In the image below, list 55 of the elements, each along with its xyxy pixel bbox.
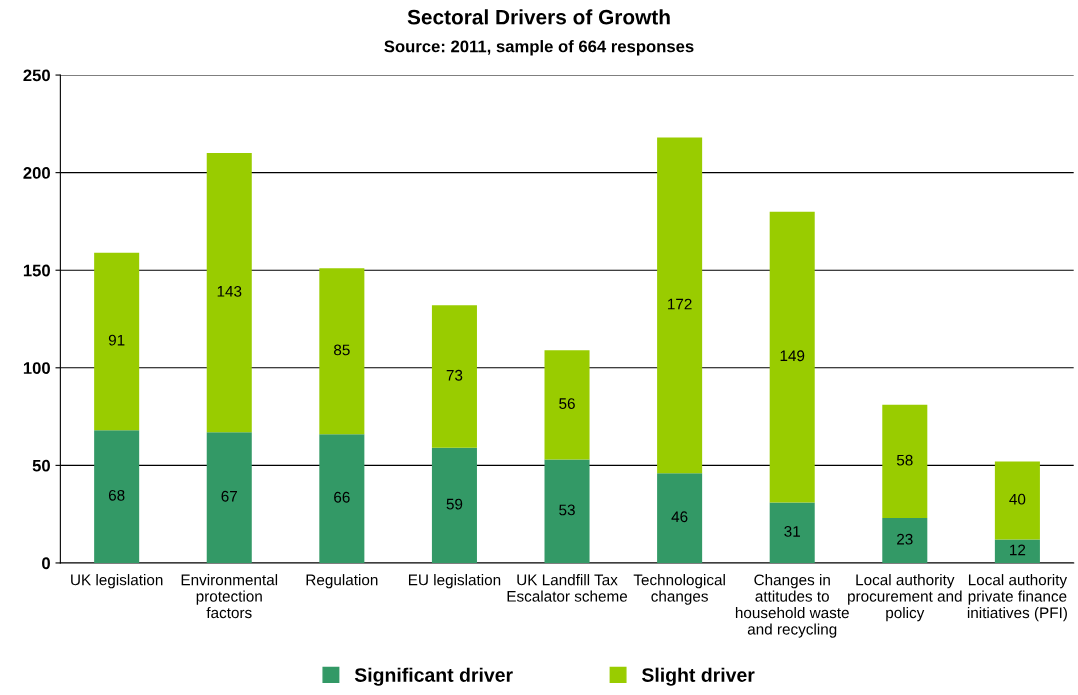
data-label: 59 [446, 498, 463, 510]
bar [657, 137, 703, 474]
x-tick-label: EU legislation [408, 574, 501, 589]
data-label: 67 [221, 490, 237, 502]
x-tick-label: Local authority procurement and policy [848, 574, 962, 622]
bar [319, 434, 365, 563]
y-tick-label: 100 [23, 362, 50, 374]
bar [319, 268, 365, 435]
bar [544, 350, 590, 460]
data-label: 40 [1009, 493, 1026, 505]
bar [544, 459, 590, 563]
data-label: 91 [108, 334, 125, 346]
bar [882, 518, 928, 563]
bar [431, 305, 477, 448]
x-tick-label: Changes in attitudes to household waste and recycling [735, 574, 849, 638]
x-tick-label: Local authority private finance initiatives (PFI) [967, 574, 1068, 622]
y-tick-label: 150 [23, 264, 50, 277]
data-label: 23 [897, 533, 913, 545]
legend-label: Slight driver [641, 667, 755, 686]
y-tick-label: 250 [23, 69, 50, 82]
data-label: 46 [671, 511, 688, 523]
data-label: 58 [896, 454, 913, 466]
chart-subtitle: Source: 2011, sample of 664 responses [384, 40, 694, 56]
data-label: 85 [334, 344, 350, 356]
bar [206, 153, 252, 433]
y-tick-label: 50 [32, 459, 50, 472]
data-label: 149 [780, 350, 805, 362]
bar [769, 211, 815, 503]
bar [769, 502, 815, 563]
x-tick-label: UK Landfill Tax Escalator scheme [507, 574, 628, 602]
data-label: 66 [334, 491, 350, 503]
bar [206, 432, 252, 563]
data-label: 56 [559, 398, 575, 409]
data-label: 172 [668, 298, 692, 310]
data-label: 31 [784, 525, 800, 537]
data-label: 68 [108, 489, 125, 501]
y-tick-label: 200 [23, 167, 50, 179]
bar [657, 473, 703, 563]
bar [994, 461, 1040, 540]
bar [94, 252, 140, 431]
x-tick-label: Technological changes [633, 574, 725, 605]
bar [94, 430, 140, 563]
x-tick-label: Environmental protection factors [181, 574, 278, 619]
bar [882, 404, 928, 519]
y-tick-label: 0 [42, 557, 50, 570]
bar [431, 447, 477, 563]
bar [994, 539, 1040, 563]
legend-label: Significant driver [354, 667, 513, 686]
chart-title: Sectoral Drivers of Growth [407, 9, 670, 25]
data-label: 53 [559, 504, 575, 516]
data-label: 73 [446, 369, 463, 381]
x-tick-label: UK legislation [71, 574, 163, 589]
x-tick-label: Regulation [306, 574, 378, 589]
data-label: 12 [1010, 544, 1026, 556]
data-label: 143 [217, 285, 242, 297]
